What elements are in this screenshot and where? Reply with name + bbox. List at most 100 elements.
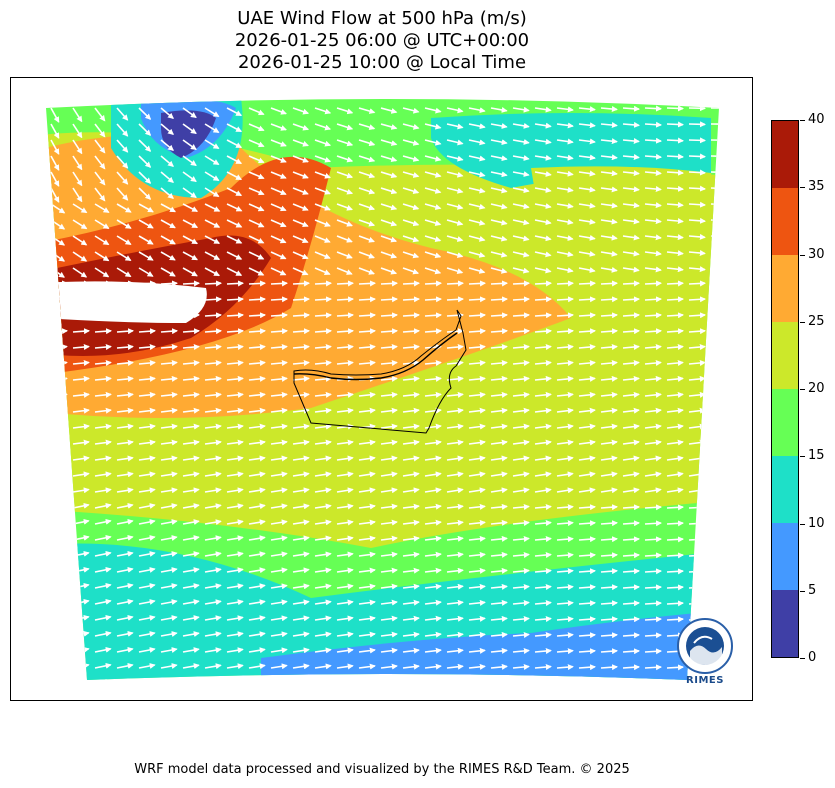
wind-arrow <box>490 407 508 414</box>
wind-arrow <box>534 439 552 446</box>
wind-arrow <box>468 599 486 606</box>
wind-arrow <box>512 219 530 226</box>
wind-arrow <box>578 439 596 446</box>
wind-arrow <box>424 423 442 430</box>
wind-arrow <box>138 328 156 335</box>
wind-arrow <box>160 439 178 446</box>
wind-arrow <box>644 423 662 430</box>
wind-arrow <box>94 423 112 430</box>
wind-arrow <box>314 328 332 335</box>
wind-arrow <box>644 616 662 623</box>
wind-arrow <box>468 155 486 162</box>
wind-arrow <box>116 646 134 653</box>
wind-arrow <box>644 520 662 527</box>
wind-arrow <box>578 202 596 209</box>
wind-arrow <box>204 296 222 303</box>
wind-arrow <box>600 568 618 575</box>
wind-arrow <box>204 203 221 212</box>
wind-arrow <box>94 391 112 398</box>
wind-arrow <box>160 407 178 414</box>
wind-arrow <box>556 439 574 446</box>
wind-arrow <box>622 504 640 511</box>
wind-arrow <box>556 504 574 511</box>
wind-arrow <box>578 359 596 366</box>
wind-arrow <box>600 218 618 225</box>
wind-arrow <box>402 599 420 606</box>
wind-arrow <box>248 187 265 196</box>
wind-arrow <box>534 423 552 430</box>
wind-arrow <box>72 312 90 319</box>
wind-arrow <box>424 123 442 130</box>
wind-arrow <box>160 647 178 653</box>
wind-arrow <box>138 534 156 541</box>
wind-arrow <box>688 185 706 192</box>
wind-arrow <box>116 235 132 245</box>
wind-arrow <box>501 679 508 680</box>
wind-arrow <box>600 375 618 382</box>
wind-arrow <box>556 423 574 430</box>
wind-arrow <box>248 267 265 276</box>
wind-arrow <box>116 471 134 478</box>
wind-arrow <box>380 615 398 622</box>
wind-arrow <box>710 235 719 238</box>
wind-arrow <box>512 487 530 494</box>
wind-arrow <box>710 298 719 301</box>
wind-arrow <box>292 599 310 606</box>
wind-arrow <box>292 663 310 670</box>
wind-arrow <box>402 487 420 494</box>
wind-arrow <box>512 407 530 414</box>
wind-arrow <box>358 267 375 275</box>
wind-arrow <box>424 567 442 574</box>
wind-arrow <box>666 296 684 303</box>
wind-arrow <box>380 171 398 179</box>
wind-arrow <box>688 568 706 575</box>
wind-arrow <box>72 407 90 414</box>
wind-arrow <box>292 567 310 574</box>
wind-arrow <box>490 344 508 351</box>
wind-arrow <box>292 583 310 590</box>
wind-arrow <box>402 407 420 414</box>
wind-arrow <box>226 123 243 133</box>
wind-arrow <box>358 471 376 478</box>
wind-arrow <box>72 391 90 398</box>
wind-arrow <box>336 599 354 606</box>
wind-arrow <box>446 235 464 242</box>
wind-arrow <box>644 600 662 607</box>
wind-arrow <box>358 583 376 590</box>
wind-arrow <box>490 583 508 590</box>
wind-arrow <box>292 328 310 335</box>
wind-arrow <box>534 203 552 210</box>
wind-arrow <box>248 203 265 212</box>
wind-arrow <box>490 203 508 210</box>
wind-arrow <box>600 471 618 478</box>
wind-arrow <box>688 600 706 607</box>
wind-arrow <box>710 251 719 254</box>
wind-arrow <box>666 664 684 671</box>
wind-arrow <box>600 312 618 319</box>
wind-arrow <box>182 219 199 229</box>
wind-arrow <box>72 235 88 246</box>
colorbar-tick-mark <box>800 389 805 390</box>
wind-arrow <box>116 487 134 494</box>
wind-arrow <box>138 423 156 430</box>
wind-arrow <box>292 503 310 510</box>
wind-arrow <box>182 267 198 277</box>
wind-arrow <box>600 280 618 287</box>
wind-arrow <box>248 328 266 335</box>
wind-arrow <box>138 312 156 319</box>
wind-arrow <box>270 280 288 287</box>
wind-arrow <box>50 280 68 287</box>
wind-arrow <box>490 235 508 242</box>
wind-arrow <box>446 439 464 446</box>
wind-arrow <box>182 375 200 382</box>
wind-arrow <box>578 584 596 591</box>
wind-arrow <box>666 105 684 112</box>
wind-arrow <box>688 328 706 335</box>
wind-arrow <box>644 487 662 494</box>
wind-arrow <box>160 663 178 669</box>
wind-arrow <box>72 187 83 203</box>
wind-arrow <box>270 203 287 212</box>
wind-arrow <box>622 664 640 671</box>
wind-arrow <box>94 487 112 494</box>
wind-arrow <box>314 280 332 287</box>
